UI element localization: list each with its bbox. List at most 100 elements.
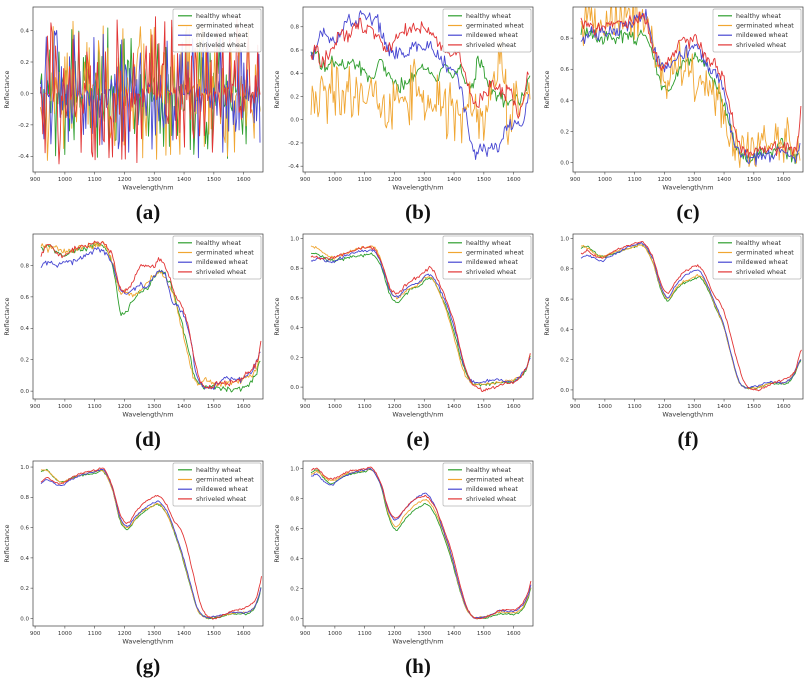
svg-text:0.8: 0.8 (290, 266, 299, 272)
svg-text:1300: 1300 (417, 631, 431, 637)
svg-text:0.2: 0.2 (20, 358, 29, 364)
svg-text:900: 900 (300, 177, 311, 183)
svg-text:germinated wheat: germinated wheat (196, 477, 254, 484)
svg-text:1.0: 1.0 (290, 466, 299, 472)
svg-text:shriveled wheat: shriveled wheat (736, 269, 787, 276)
svg-text:-0.4: -0.4 (18, 154, 29, 160)
svg-text:0.6: 0.6 (290, 48, 299, 54)
svg-text:1.0: 1.0 (290, 236, 299, 242)
svg-text:shriveled wheat: shriveled wheat (466, 269, 517, 276)
subplot-e-caption: (e) (406, 427, 430, 451)
svg-text:0.0: 0.0 (290, 616, 299, 622)
svg-text:mildewed wheat: mildewed wheat (466, 486, 518, 493)
subplot-c-plot: 900 1000 1100 1200 1300 1400 1500 1600 0.0 0.2 0.4… (543, 6, 804, 192)
svg-text:shriveled wheat: shriveled wheat (466, 496, 517, 503)
svg-text:Reflectance: Reflectance (273, 524, 281, 562)
svg-text:1500: 1500 (747, 404, 761, 410)
svg-text:1000: 1000 (328, 631, 342, 637)
svg-text:Wavelength/nm: Wavelength/nm (122, 638, 173, 646)
svg-text:mildewed wheat: mildewed wheat (466, 32, 518, 39)
svg-text:1300: 1300 (147, 177, 161, 183)
subplot-c-caption: (c) (676, 200, 700, 224)
subplot-g-plot: 900 1000 1100 1200 1300 1400 1500 1600 0.0 0.2 0.4… (3, 460, 264, 646)
svg-text:1100: 1100 (358, 404, 372, 410)
svg-text:0.2: 0.2 (560, 358, 569, 364)
svg-text:1000: 1000 (328, 177, 342, 183)
subplot-h-caption: (h) (405, 654, 431, 678)
svg-text:1.0: 1.0 (20, 465, 29, 471)
svg-text:Reflectance: Reflectance (543, 70, 551, 108)
svg-text:Wavelength/nm: Wavelength/nm (392, 411, 443, 419)
svg-text:1600: 1600 (237, 631, 251, 637)
svg-text:1400: 1400 (177, 404, 191, 410)
svg-text:0.0: 0.0 (20, 91, 29, 97)
svg-text:germinated wheat: germinated wheat (196, 23, 254, 30)
svg-text:healthy wheat: healthy wheat (196, 13, 242, 20)
subplot-h: 900 1000 1100 1200 1300 1400 1500 1600 0.0 0.2 0.4… (270, 454, 540, 679)
svg-text:Reflectance: Reflectance (3, 70, 11, 108)
svg-text:-0.2: -0.2 (288, 141, 299, 147)
subplot-d: 900 1000 1100 1200 1300 1400 1500 1600 0.0 0.2 0.4… (0, 227, 270, 452)
svg-text:0.8: 0.8 (20, 263, 29, 269)
svg-text:healthy wheat: healthy wheat (736, 13, 782, 20)
svg-text:0.6: 0.6 (20, 295, 29, 301)
svg-text:shriveled wheat: shriveled wheat (196, 269, 247, 276)
svg-text:900: 900 (30, 177, 41, 183)
svg-text:1200: 1200 (387, 631, 401, 637)
svg-text:germinated wheat: germinated wheat (466, 250, 524, 257)
svg-text:Wavelength/nm: Wavelength/nm (662, 411, 713, 419)
subplot-f-plot: 900 1000 1100 1200 1300 1400 1500 1600 0.0 0.2 0.4… (543, 233, 804, 419)
subplot-cell-d: 900 1000 1100 1200 1300 1400 1500 1600 0.0 0.2 0.4… (0, 227, 270, 454)
subplot-f: 900 1000 1100 1200 1300 1400 1500 1600 0.0 0.2 0.4… (540, 227, 810, 452)
svg-text:mildewed wheat: mildewed wheat (196, 486, 248, 493)
svg-text:0.2: 0.2 (20, 60, 29, 66)
svg-text:1000: 1000 (598, 404, 612, 410)
svg-text:shriveled wheat: shriveled wheat (196, 42, 247, 49)
svg-text:Reflectance: Reflectance (3, 524, 11, 562)
svg-text:1000: 1000 (58, 404, 72, 410)
svg-text:1000: 1000 (58, 631, 72, 637)
svg-text:1200: 1200 (657, 177, 671, 183)
svg-text:healthy wheat: healthy wheat (736, 240, 782, 247)
svg-text:1100: 1100 (628, 404, 642, 410)
svg-text:0.0: 0.0 (560, 388, 569, 394)
svg-text:germinated wheat: germinated wheat (466, 23, 524, 30)
svg-text:0.2: 0.2 (290, 94, 299, 100)
svg-text:0.0: 0.0 (560, 161, 569, 167)
svg-text:germinated wheat: germinated wheat (736, 23, 794, 30)
svg-text:0.6: 0.6 (290, 296, 299, 302)
subplot-cell-c: 900 1000 1100 1200 1300 1400 1500 1600 0.0 0.2 0.4… (540, 0, 810, 227)
svg-text:mildewed wheat: mildewed wheat (736, 32, 788, 39)
svg-text:shriveled wheat: shriveled wheat (196, 496, 247, 503)
svg-text:Reflectance: Reflectance (273, 297, 281, 335)
svg-text:0.4: 0.4 (20, 326, 29, 332)
svg-text:1500: 1500 (207, 404, 221, 410)
svg-text:1600: 1600 (507, 631, 521, 637)
svg-text:1100: 1100 (88, 404, 102, 410)
svg-text:1300: 1300 (687, 404, 701, 410)
svg-text:healthy wheat: healthy wheat (466, 240, 512, 247)
svg-text:900: 900 (30, 631, 41, 637)
svg-text:1600: 1600 (507, 177, 521, 183)
svg-text:0.2: 0.2 (290, 586, 299, 592)
svg-text:1200: 1200 (387, 177, 401, 183)
svg-text:0.4: 0.4 (20, 28, 29, 34)
svg-text:900: 900 (570, 404, 581, 410)
subplot-a-caption: (a) (135, 200, 161, 224)
svg-text:0.0: 0.0 (290, 385, 299, 391)
svg-text:900: 900 (30, 404, 41, 410)
svg-text:Wavelength/nm: Wavelength/nm (392, 184, 443, 192)
svg-text:1500: 1500 (477, 404, 491, 410)
svg-text:healthy wheat: healthy wheat (466, 13, 512, 20)
subplot-cell-g: 900 1000 1100 1200 1300 1400 1500 1600 0.0 0.2 0.4… (0, 454, 270, 681)
subplot-c: 900 1000 1100 1200 1300 1400 1500 1600 0.0 0.2 0.4… (540, 0, 810, 225)
subplot-cell-h: 900 1000 1100 1200 1300 1400 1500 1600 0.0 0.2 0.4… (270, 454, 540, 681)
svg-text:0.0: 0.0 (290, 118, 299, 124)
svg-text:Wavelength/nm: Wavelength/nm (392, 638, 443, 646)
svg-text:1000: 1000 (58, 177, 72, 183)
svg-text:healthy wheat: healthy wheat (196, 467, 242, 474)
subplot-a-plot: 900 1000 1100 1200 1300 1400 1500 1600 -0.4 -0.2 0… (3, 6, 264, 192)
svg-text:900: 900 (300, 631, 311, 637)
svg-text:Reflectance: Reflectance (273, 70, 281, 108)
svg-text:0.4: 0.4 (560, 98, 569, 104)
